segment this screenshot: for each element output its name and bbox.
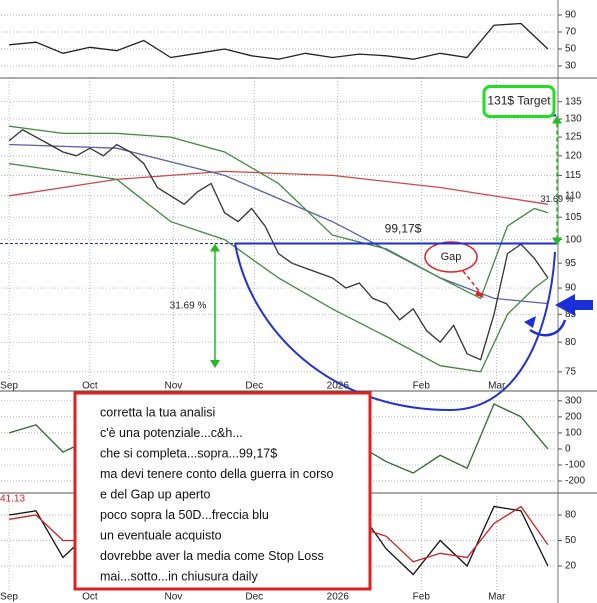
- y-tick-label: 80: [565, 510, 577, 521]
- stoch-readout: 41.13: [0, 494, 25, 505]
- y-tick-label: 90: [565, 283, 577, 294]
- blue-arrow: [555, 294, 593, 316]
- series-line: [9, 143, 548, 305]
- y-tick-label: 20: [565, 561, 577, 572]
- x-tick-label: Feb: [413, 592, 431, 603]
- y-tick-label: -100: [565, 460, 585, 471]
- x-tick-label: Nov: [165, 592, 183, 603]
- y-tick-label: 50: [565, 535, 577, 546]
- gap-label: Gap: [441, 251, 462, 263]
- y-tick-label: 115: [565, 170, 581, 181]
- y-tick-label: 100: [565, 428, 582, 439]
- note-line: mai...sotto...in chiusura daily: [100, 569, 258, 583]
- note-line: poco sopra la 50D...freccia blu: [100, 508, 269, 522]
- series-line: [9, 125, 549, 300]
- note-line: ma devi tenere conto della guerra in cor…: [100, 467, 334, 481]
- y-tick-label: 300: [565, 395, 582, 406]
- x-tick-label: Oct: [82, 381, 98, 392]
- y-tick-label: 90: [565, 10, 577, 21]
- x-tick-label: Oct: [82, 592, 98, 603]
- note-line: dovrebbe aver la media come Stop Loss: [100, 549, 324, 563]
- x-tick-label: 2026: [327, 381, 350, 392]
- x-tick-label: Nov: [165, 381, 183, 392]
- y-tick-label: 130: [565, 114, 582, 125]
- note-line: e del Gap up aperto: [100, 487, 211, 501]
- gain-arrow-head: [552, 115, 562, 124]
- gain-arrow-head: [210, 243, 220, 252]
- note-line: corretta la tua analisi: [100, 405, 215, 419]
- series-line: [9, 162, 549, 373]
- y-tick-label: 75: [565, 366, 577, 377]
- y-tick-label: 80: [565, 337, 577, 348]
- x-tick-label: Dec: [245, 381, 263, 392]
- y-tick-label: 50: [565, 44, 577, 55]
- gap-arrow: [462, 270, 484, 297]
- target-box: [482, 85, 556, 119]
- note-box: [73, 391, 372, 591]
- x-tick-label: Mar: [488, 381, 506, 392]
- gain-label: 31.69 %: [170, 300, 207, 311]
- note-line: c'è una potenziale...c&h...: [100, 426, 243, 440]
- y-tick-label: 95: [565, 258, 577, 269]
- note-line: che si completa...sopra...99,17$: [100, 446, 277, 460]
- blue-curve-head: [524, 316, 536, 328]
- x-tick-label: Mar: [488, 592, 506, 603]
- x-tick-label: 2026: [327, 592, 350, 603]
- gain-arrow-head: [210, 360, 220, 368]
- gain-label: 31.69 %: [540, 194, 573, 204]
- y-tick-label: 135: [565, 96, 582, 107]
- blue-curve: [529, 319, 567, 337]
- y-tick-label: -200: [565, 476, 585, 487]
- y-tick-label: 200: [565, 411, 582, 422]
- x-tick-label: Dec: [245, 592, 263, 603]
- gap-arrow-head: [475, 290, 484, 298]
- gain-arrow-head: [552, 237, 562, 246]
- cup-curve: [234, 242, 556, 412]
- resistance-label: 99,17$: [385, 222, 422, 236]
- y-tick-label: 30: [565, 61, 577, 72]
- y-tick-label: 125: [565, 132, 582, 143]
- y-tick-label: 105: [565, 212, 582, 223]
- series-line: [9, 22, 549, 60]
- y-tick-label: 70: [565, 27, 577, 38]
- note-line: un eventuale acquisto: [100, 528, 222, 542]
- series-line: [8, 129, 549, 361]
- series-line: [9, 170, 549, 205]
- gap-ellipse: [424, 241, 478, 273]
- y-tick-label: 110: [565, 190, 581, 201]
- annotations: 99,17$ 131$ Target 31.69 % 31.69 % Gap: [0, 85, 593, 412]
- y-tick-label: 120: [565, 150, 582, 161]
- x-tick-label: Sep: [0, 381, 18, 392]
- y-tick-label: 100: [565, 234, 582, 245]
- x-tick-label: Sep: [0, 592, 18, 603]
- y-tick-label: 85: [565, 309, 577, 320]
- target-label: 131$ Target: [487, 94, 551, 108]
- x-tick-label: Feb: [413, 381, 431, 392]
- y-tick-label: 0: [565, 444, 571, 455]
